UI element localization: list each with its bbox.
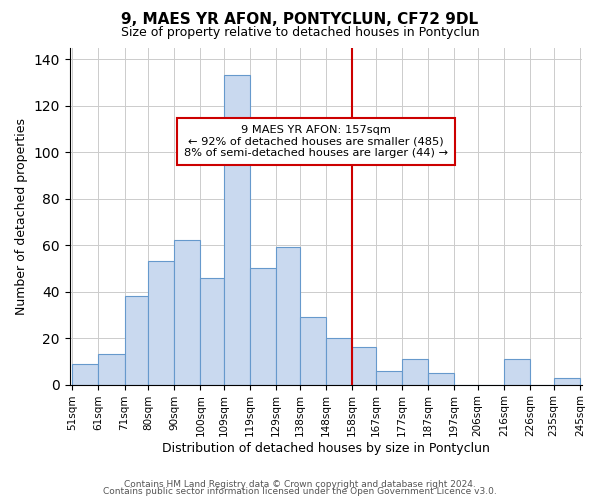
Y-axis label: Number of detached properties: Number of detached properties bbox=[15, 118, 28, 314]
Bar bbox=[224, 76, 250, 384]
Bar bbox=[125, 296, 148, 384]
Bar bbox=[148, 262, 174, 384]
Text: Contains HM Land Registry data © Crown copyright and database right 2024.: Contains HM Land Registry data © Crown c… bbox=[124, 480, 476, 489]
Text: 9 MAES YR AFON: 157sqm
← 92% of detached houses are smaller (485)
8% of semi-det: 9 MAES YR AFON: 157sqm ← 92% of detached… bbox=[184, 126, 448, 158]
Bar bbox=[428, 373, 454, 384]
Bar bbox=[72, 364, 98, 384]
Bar bbox=[402, 359, 428, 384]
Text: Size of property relative to detached houses in Pontyclun: Size of property relative to detached ho… bbox=[121, 26, 479, 39]
Text: Contains public sector information licensed under the Open Government Licence v3: Contains public sector information licen… bbox=[103, 487, 497, 496]
Bar bbox=[352, 348, 376, 385]
Bar bbox=[300, 317, 326, 384]
Bar bbox=[504, 359, 530, 384]
Bar bbox=[376, 370, 402, 384]
Bar bbox=[277, 248, 300, 384]
Bar bbox=[326, 338, 352, 384]
X-axis label: Distribution of detached houses by size in Pontyclun: Distribution of detached houses by size … bbox=[162, 442, 490, 455]
Text: 9, MAES YR AFON, PONTYCLUN, CF72 9DL: 9, MAES YR AFON, PONTYCLUN, CF72 9DL bbox=[121, 12, 479, 28]
Bar bbox=[554, 378, 580, 384]
Bar bbox=[174, 240, 200, 384]
Bar bbox=[250, 268, 277, 384]
Bar bbox=[98, 354, 125, 384]
Bar bbox=[200, 278, 224, 384]
